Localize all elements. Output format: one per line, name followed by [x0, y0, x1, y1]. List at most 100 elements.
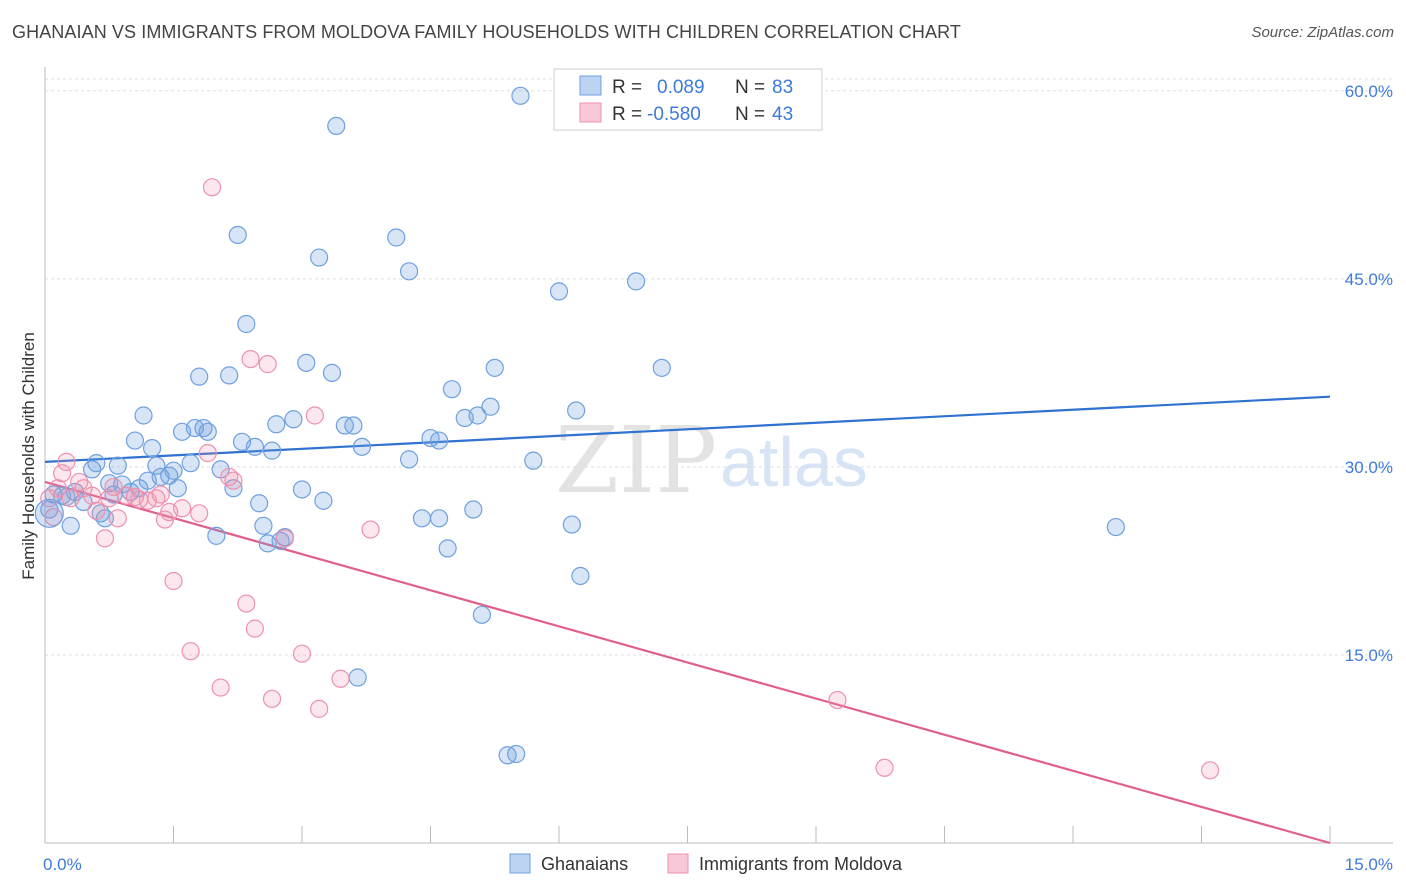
point-s1-24	[181, 642, 200, 661]
point-s0-75	[524, 451, 543, 470]
legend-swatch-moldova	[579, 102, 602, 123]
point-s1-32	[241, 349, 260, 369]
legend-r-value-2: -0.580	[647, 104, 701, 125]
point-s0-76	[549, 282, 569, 301]
bottom-legend-moldova: Immigrants from Moldova	[699, 854, 903, 874]
point-s0-47	[284, 410, 303, 429]
point-s0-43	[262, 441, 282, 460]
legend-r-label-2: R =	[612, 104, 642, 125]
point-s1-4	[57, 452, 76, 471]
point-s1-42	[828, 690, 847, 710]
point-s1-44	[1200, 761, 1220, 780]
point-cluster-ghanaians	[34, 498, 64, 528]
point-s1-30	[224, 471, 243, 490]
point-s0-53	[327, 116, 346, 136]
tick-labels: 15.0% 30.0% 45.0% 60.0% 0.0% 15.0%	[43, 82, 1393, 874]
point-s0-52	[322, 363, 342, 382]
x-tick-label-1: 15.0%	[1345, 855, 1393, 874]
point-s0-32	[207, 526, 226, 545]
bottom-swatch-ghanaians	[509, 853, 531, 874]
legend-r-value-1: 0.089	[657, 77, 705, 98]
legend-n-label-2: N =	[735, 104, 765, 125]
data-points	[34, 86, 1220, 780]
stats-legend: R = 0.089 N = 83 R = -0.580 N = 43	[553, 68, 823, 131]
point-s0-82	[348, 668, 367, 687]
point-s1-22	[164, 571, 183, 591]
point-s0-41	[254, 516, 273, 535]
point-s1-43	[875, 758, 894, 777]
point-s0-83	[1106, 517, 1125, 537]
source-credit: Source: ZipAtlas.com	[1251, 24, 1394, 41]
point-s0-78	[567, 401, 586, 420]
y-tick-label-1: 30.0%	[1345, 458, 1393, 477]
point-s0-80	[626, 272, 646, 291]
point-s1-39	[310, 699, 329, 718]
point-s0-38	[237, 314, 256, 334]
point-s0-25	[168, 479, 187, 498]
legend-swatch-ghanaians	[579, 75, 602, 96]
point-s1-33	[245, 619, 264, 638]
bottom-legend-ghanaians: Ghanaians	[541, 854, 628, 874]
legend-n-value-1: 83	[772, 77, 793, 98]
point-s0-65	[442, 380, 462, 399]
point-s0-24	[164, 461, 183, 480]
point-s1-37	[292, 644, 312, 663]
point-s1-28	[211, 678, 230, 697]
point-s0-79	[571, 566, 590, 586]
y-axis-label: Family Households with Children	[19, 332, 38, 580]
point-s0-51	[314, 491, 333, 510]
axes	[44, 67, 1393, 844]
point-s0-16	[125, 431, 145, 450]
point-s1-27	[202, 178, 222, 197]
point-s1-31	[237, 594, 256, 613]
watermark-zip: ZIP	[555, 407, 717, 514]
y-tick-label-3: 60.0%	[1345, 82, 1393, 101]
point-s0-59	[399, 450, 419, 469]
point-s0-39	[245, 437, 264, 456]
point-s0-8	[87, 454, 106, 473]
point-s1-9	[87, 501, 106, 520]
point-s1-10	[95, 529, 115, 548]
point-s1-36	[275, 529, 294, 548]
point-s1-5	[61, 489, 80, 508]
point-s0-4	[61, 516, 80, 535]
legend-r-label-1: R =	[612, 77, 642, 98]
point-s1-26	[198, 444, 217, 463]
point-s1-34	[258, 355, 277, 374]
point-s1-23	[172, 499, 192, 518]
point-s0-63	[429, 509, 449, 528]
point-s0-13	[108, 456, 127, 475]
point-s0-18	[134, 406, 153, 425]
watermark-atlas: atlas	[720, 423, 868, 501]
point-s0-56	[352, 437, 372, 456]
point-s1-35	[262, 689, 282, 708]
point-s1-19	[151, 485, 170, 504]
point-s0-73	[507, 744, 526, 764]
point-s0-69	[472, 605, 491, 624]
point-s0-62	[429, 431, 449, 450]
bottom-swatch-moldova	[667, 853, 689, 874]
legend-n-value-2: 43	[772, 104, 793, 125]
point-s0-44	[267, 415, 286, 434]
point-s1-25	[190, 504, 209, 523]
point-s0-48	[292, 480, 312, 499]
point-s0-21	[147, 456, 166, 475]
point-s0-77	[562, 515, 581, 534]
point-s0-67	[464, 500, 483, 519]
point-s0-20	[142, 438, 162, 458]
point-s0-71	[485, 358, 504, 377]
point-s0-31	[198, 422, 217, 441]
point-s0-35	[224, 479, 243, 498]
point-s0-50	[310, 248, 329, 267]
point-s0-60	[412, 509, 432, 528]
point-s0-81	[652, 358, 671, 377]
chart-title: GHANAIAN VS IMMIGRANTS FROM MOLDOVA FAMI…	[12, 22, 961, 42]
point-s0-29	[190, 367, 209, 386]
point-s0-57	[387, 228, 406, 247]
x-tick-label-0: 0.0%	[43, 855, 82, 874]
point-s0-55	[344, 416, 363, 435]
trend-line-0	[44, 395, 1331, 463]
point-s1-13	[108, 509, 127, 528]
series-legend: Ghanaians Immigrants from Moldova	[509, 853, 903, 874]
